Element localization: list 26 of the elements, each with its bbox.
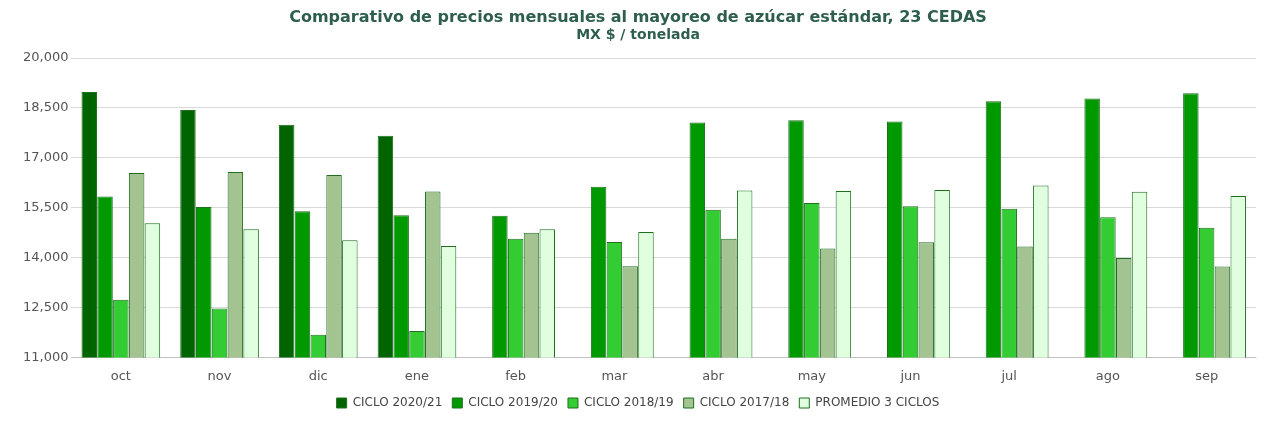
- y-tick-label: 14,000: [22, 248, 69, 264]
- legend-label: CICLO 2019/20: [468, 395, 558, 410]
- chart-title: Comparativo de precios mensuales al mayoreo de azúcar estándar, 23 CEDAS: [289, 6, 987, 26]
- x-tick-label: may: [797, 367, 827, 383]
- x-tick-label: jun: [899, 367, 921, 383]
- x-tick-label: sep: [1195, 367, 1219, 383]
- y-tick-label: 11,000: [22, 348, 69, 364]
- x-tick-label: dic: [308, 367, 328, 383]
- x-tick-label: nov: [207, 367, 232, 383]
- y-tick-label: 12,500: [22, 298, 69, 314]
- x-tick-label: abr: [702, 367, 725, 383]
- x-tick-label: ago: [1095, 367, 1121, 383]
- chart-subtitle: MX $ / tonelada: [576, 26, 700, 43]
- y-tick-label: 17,000: [22, 149, 69, 165]
- y-tick-label: 18,500: [22, 99, 69, 115]
- x-tick-label: ene: [404, 367, 430, 383]
- x-tick-label: feb: [505, 367, 527, 383]
- x-tick-label: jul: [1000, 367, 1017, 383]
- y-tick-label: 20,000: [22, 49, 69, 65]
- legend-label: CICLO 2020/21: [352, 395, 443, 410]
- legend-label: CICLO 2017/18: [699, 395, 790, 410]
- x-tick-label: mar: [601, 367, 629, 383]
- legend-label: PROMEDIO 3 CICLOS: [815, 395, 940, 410]
- legend-label: CICLO 2018/19: [583, 395, 674, 410]
- x-tick-label: oct: [110, 367, 131, 383]
- y-tick-label: 15,500: [22, 199, 69, 215]
